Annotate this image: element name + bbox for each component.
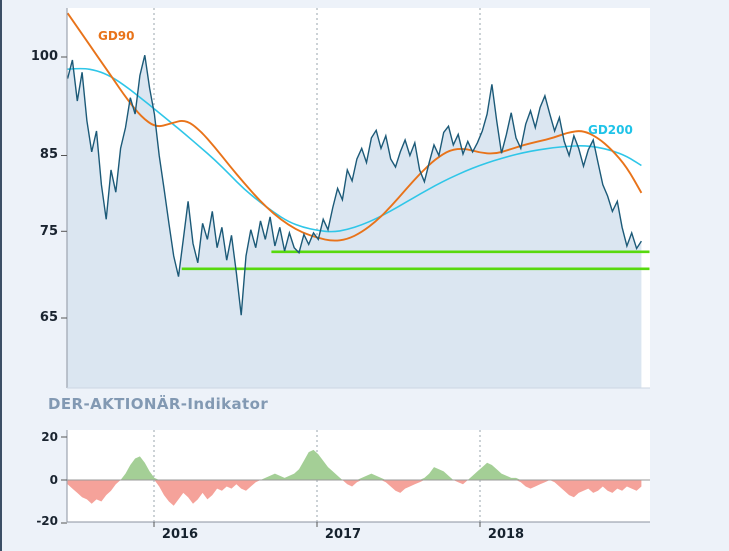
price-ytick-75: 75 — [39, 224, 58, 239]
gd200-legend-label: GD200 — [588, 123, 633, 137]
price-area-fill — [67, 55, 642, 388]
gd200-line — [67, 67, 642, 233]
gd90-legend-label: GD90 — [98, 29, 135, 43]
price-ytick-65: 65 — [39, 310, 58, 325]
xaxis-label-2016: 2016 — [161, 527, 199, 542]
indicator-ytick-0: 0 — [49, 473, 58, 487]
xaxis-label-2017: 2017 — [324, 527, 362, 542]
xaxis-label-2018: 2018 — [487, 527, 525, 542]
price-ytick-100: 100 — [30, 49, 58, 64]
price-ytick-85: 85 — [39, 147, 58, 162]
gd90-line — [67, 12, 643, 242]
indicator-ytick-minus20: -20 — [36, 514, 58, 528]
indicator-title: DER-AKTIONÄR-Indikator — [48, 395, 269, 413]
indicator-area-negative — [67, 480, 642, 506]
indicator-plot-background — [67, 430, 650, 522]
indicator-area-positive — [67, 449, 642, 480]
price-line — [67, 55, 642, 316]
indicator-ytick-20: 20 — [41, 430, 58, 444]
